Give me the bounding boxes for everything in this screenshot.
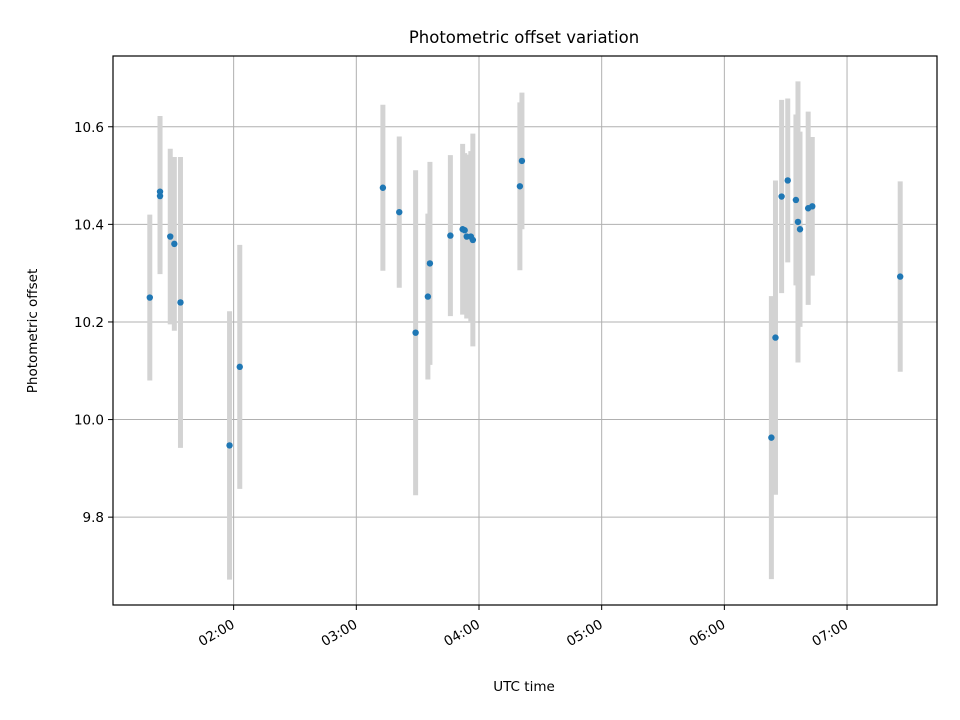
data-point [171,240,178,248]
x-tick-label: 06:00 [687,617,729,650]
data-point [796,226,804,233]
y-tick-label: 10.4 [74,217,104,233]
x-tick-label: 07:00 [809,617,851,650]
chart-title: Photometric offset variation [409,28,639,47]
data-point [412,329,419,336]
data-point [424,293,432,300]
x-axis-label: UTC time [493,679,555,695]
data-point [396,208,403,216]
y-tick-label: 10.2 [74,315,104,331]
y-tick-label: 9.8 [83,510,104,526]
data-point [809,203,816,210]
y-tick-label: 10.6 [74,120,104,136]
y-axis-ticks: 9.8 10.0 10.2 10.4 10.6 [74,120,113,526]
x-tick-label: 03:00 [319,617,361,650]
x-tick-label: 02:00 [196,617,238,650]
data-point [167,233,174,240]
y-axis-label: Photometric offset [25,269,41,393]
data-point [518,157,526,165]
data-point [772,334,779,341]
data-point [236,363,243,371]
data-point [768,434,775,441]
data-point [896,273,904,280]
data-point [379,184,387,191]
data-point [778,193,785,200]
data-point [146,294,154,301]
data-point [461,227,468,234]
x-tick-label: 04:00 [441,617,483,650]
y-tick-label: 10.0 [74,413,104,429]
plot-frame [112,55,938,606]
data-points [146,157,904,449]
data-point [426,260,434,267]
data-point [792,196,800,204]
data-point [177,299,184,306]
data-point [784,177,791,184]
x-axis-ticks: 02:00 03:00 04:00 05:00 06:00 07:00 [196,605,851,650]
data-point [226,442,233,449]
data-point [516,183,524,190]
data-point [469,236,477,244]
x-tick-label: 05:00 [564,617,606,650]
data-point [156,188,164,195]
data-point [447,232,454,239]
data-point [156,192,164,200]
data-point [794,218,802,226]
